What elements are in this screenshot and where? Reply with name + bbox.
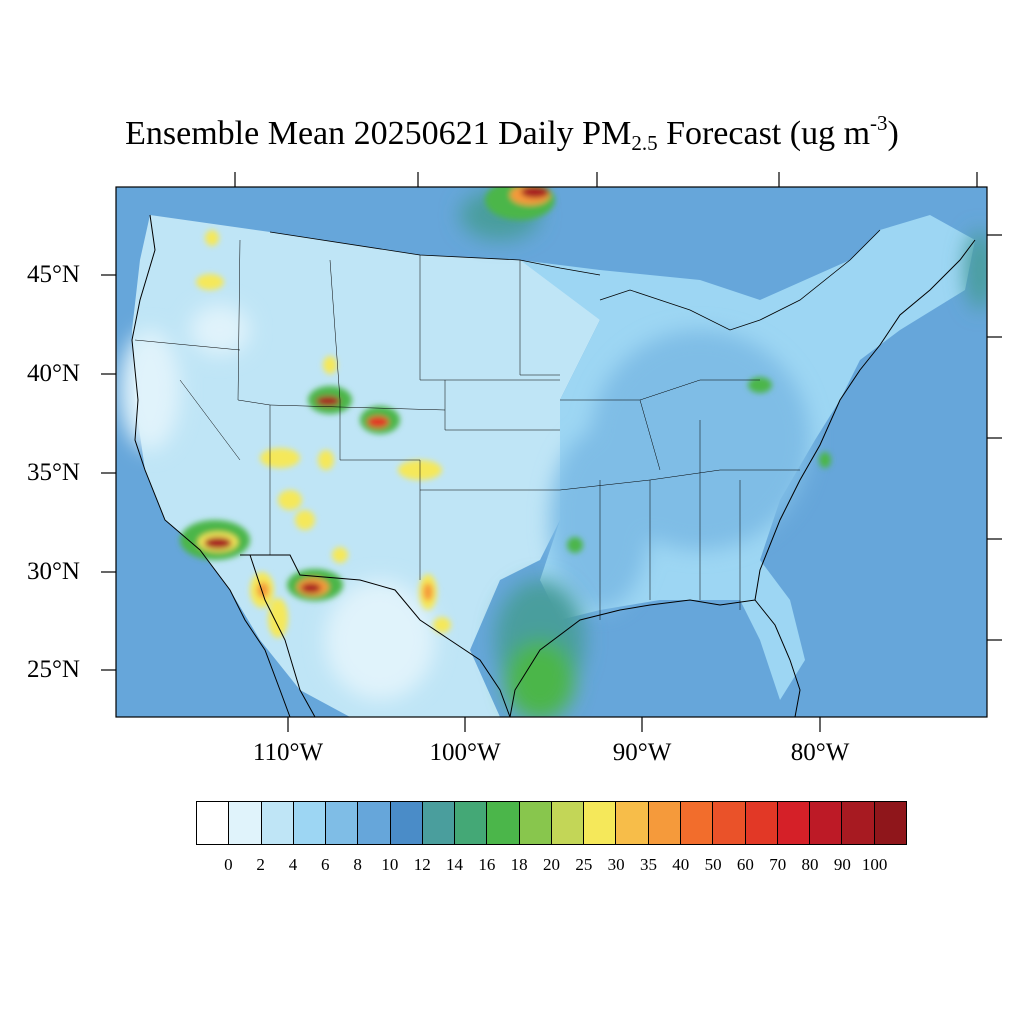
colorbar-swatch [455,802,488,844]
geographic-boundaries [131,214,976,717]
state-borders [134,239,800,620]
title-close: ) [887,115,899,152]
title-subscript: 2.5 [631,131,658,155]
colorbar-swatch [261,802,294,844]
colorbar-swatch [713,802,746,844]
colorbar-swatch [551,802,585,844]
lon-label-110w: 110°W [252,739,324,766]
lon-label-90w: 90°W [612,739,672,766]
colorbar-tick-label: 60 [736,855,754,874]
colorbar-swatch [197,802,230,844]
colorbar-tick-label: 40 [672,855,690,874]
colorbar-tick-label: 80 [801,855,819,874]
colorbar-swatch [390,802,423,844]
colorbar-tick-label: 16 [478,855,496,874]
map-field [116,187,987,717]
colorbar-tick-label: 20 [543,855,560,874]
colorbar [196,801,907,845]
lat-label-40: 40°N [26,360,80,387]
map-title: Ensemble Mean 20250621 Daily PM2.5 Forec… [0,112,1024,156]
colorbar-tick-label: 35 [639,855,657,874]
colorbar-swatch [519,802,552,844]
lat-label-30: 30°N [26,558,80,585]
colorbar-tick-label: 4 [288,855,298,874]
clean-air-areas [120,305,435,700]
lat-label-35: 35°N [26,459,80,486]
colorbar-tick-label: 100 [861,855,888,874]
colorbar-tick-label: 18 [510,855,528,874]
colorbar-tick-label: 8 [353,855,362,874]
title-superscript: -3 [870,111,888,135]
colorbar-swatch [874,802,906,844]
colorbar-swatch [326,802,359,844]
gulf-pm-plume [460,190,987,717]
colorbar-swatch [487,802,520,844]
lon-label-80w: 80°W [790,739,850,766]
colorbar-swatch [584,802,617,844]
colorbar-tick-label: 0 [224,855,233,874]
colorbar-tick-label: 12 [413,855,431,874]
colorbar-tick-label: 25 [575,855,593,874]
lat-label-45: 45°N [26,261,80,288]
colorbar-tick-label: 70 [769,855,787,874]
colorbar-tick-label: 6 [321,855,330,874]
colorbar-tick-label: 2 [256,855,265,874]
map-frame [115,186,988,718]
colorbar-swatch [777,802,811,844]
colorbar-swatch [810,802,843,844]
colorbar-swatch [422,802,456,844]
colorbar-swatch [745,802,778,844]
colorbar-tick-label: 90 [833,855,851,874]
title-after: Forecast (ug m [657,115,871,152]
colorbar-tick-label: 10 [381,855,399,874]
colorbar-tick-label: 30 [607,855,625,874]
colorbar-tick-label: 14 [446,855,464,874]
lon-label-100w: 100°W [429,739,501,766]
colorbar-tick-label: 50 [704,855,722,874]
land-west [132,215,600,717]
colorbar-swatch [293,802,327,844]
colorbar-swatch [842,802,875,844]
colorbar-swatch [648,802,681,844]
title-main: Ensemble Mean 20250621 Daily PM [125,115,632,152]
colorbar-swatch [680,802,714,844]
colorbar-swatch [616,802,649,844]
colorbar-swatch [229,802,262,844]
axis-ticks [101,172,1002,732]
lat-label-25: 25°N [26,656,80,683]
colorbar-swatch [358,802,391,844]
